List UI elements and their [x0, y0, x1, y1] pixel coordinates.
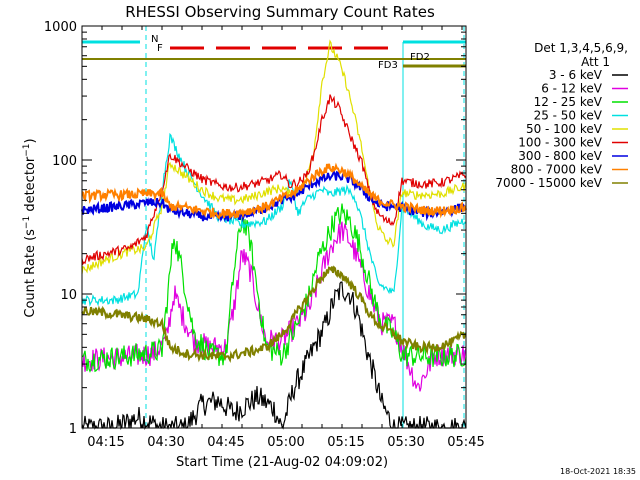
series-line-100-300-kev [81, 94, 467, 266]
flag-label-f: F [157, 43, 163, 54]
legend-label: 12 - 25 keV [534, 95, 603, 109]
x-tick-label: 05:00 [267, 435, 304, 450]
flag-bars: NF FD2 FD3 [82, 26, 466, 428]
flag-label-n: N [151, 34, 158, 45]
flag-label-fd3: FD3 [378, 60, 398, 71]
plot-border [81, 25, 467, 429]
x-axis-label: Start Time (21-Aug-02 04:09:02) [176, 455, 388, 470]
y-axis-label: Count Rate (s−1 detector−1) [22, 138, 38, 317]
legend-label: 25 - 50 keV [534, 109, 603, 123]
series-line-12-25-kev [81, 203, 467, 373]
x-axis: 04:15 04:30 04:45 05:00 05:15 05:30 05:45 [81, 26, 485, 450]
footer-timestamp: 18-Oct-2021 18:35 [560, 467, 636, 476]
legend-label: 800 - 7000 keV [511, 163, 603, 177]
legend-label: 7000 - 15000 keV [495, 176, 602, 190]
legend-label: 50 - 100 keV [526, 122, 603, 136]
series-line-25-50-kev [81, 132, 467, 307]
plot-frame [81, 25, 467, 429]
legend-label: 100 - 300 keV [518, 136, 602, 150]
x-tick-label: 05:30 [387, 435, 424, 450]
y-tick-label: 100 [52, 154, 77, 169]
series-line-6-12-kev [81, 221, 467, 392]
chart-title: RHESSI Observing Summary Count Rates [125, 3, 435, 21]
legend-label: 3 - 6 keV [549, 68, 603, 82]
series-lines [81, 39, 467, 431]
y-tick-label: 1000 [44, 20, 77, 35]
x-tick-label: 05:45 [447, 435, 484, 450]
legend-label: 6 - 12 keV [541, 82, 603, 96]
x-tick-label: 05:15 [327, 435, 364, 450]
legend-header-line2: Att 1 [581, 55, 610, 69]
series-line-800-7000-kev [81, 162, 467, 220]
series-line-50-100-kev [81, 39, 467, 274]
y-axis: 1 10 100 1000 [44, 20, 466, 437]
x-tick-label: 04:30 [147, 435, 184, 450]
series-line-7000-15000-kev [81, 265, 467, 363]
x-tick-label: 04:15 [87, 435, 124, 450]
series-line-3-6-kev [81, 281, 467, 431]
y-tick-label: 1 [69, 422, 77, 437]
y-tick-label: 10 [60, 288, 77, 303]
legend-label: 300 - 800 keV [518, 149, 602, 163]
flag-label-fd2: FD2 [410, 52, 430, 63]
legend-header-line1: Det 1,3,4,5,6,9, [534, 41, 628, 55]
x-tick-label: 04:45 [207, 435, 244, 450]
plot-area: NF FD2 FD3 [81, 25, 467, 431]
